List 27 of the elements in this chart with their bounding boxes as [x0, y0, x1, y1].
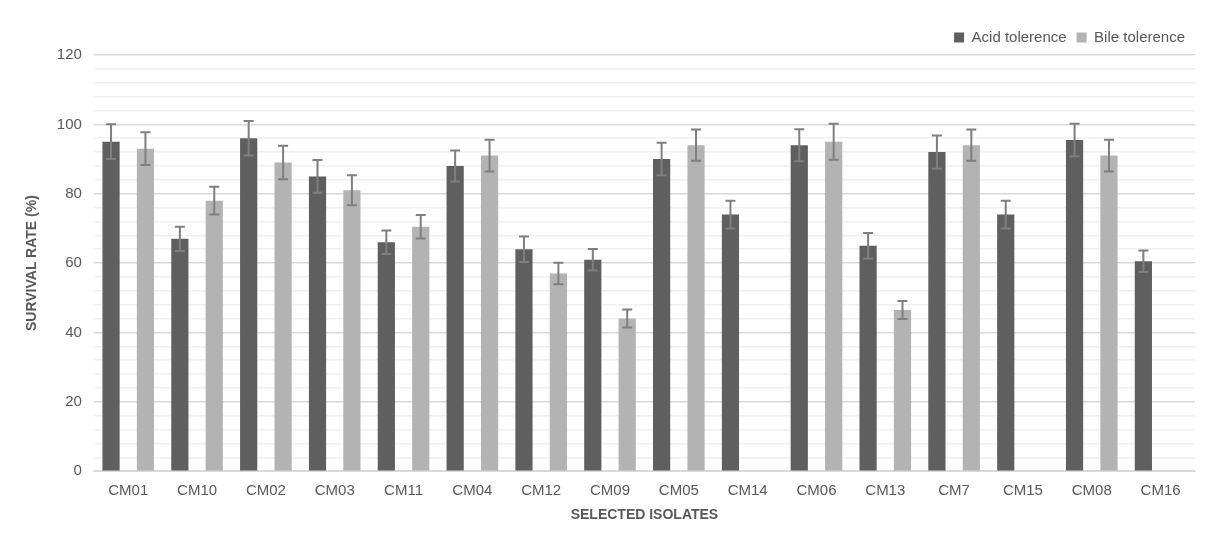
x-tick-label: CM12 — [521, 481, 562, 499]
x-axis-title: SELECTED ISOLATES — [570, 506, 719, 523]
legend-label: Bile tolerence — [1094, 27, 1185, 45]
x-tick-label: CM7 — [938, 481, 970, 499]
x-tick-label: CM08 — [1071, 481, 1112, 499]
legend-label: Acid tolerence — [971, 27, 1067, 45]
y-axis-title: SURVIVAL RATE (%) — [23, 195, 40, 332]
x-tick-label: CM11 — [384, 481, 423, 499]
y-tick-label: 40 — [65, 322, 82, 340]
x-tick-label: CM10 — [177, 481, 218, 499]
x-tick-label: CM01 — [108, 481, 149, 499]
x-tick-label: CM03 — [314, 481, 355, 499]
y-tick-label: 120 — [56, 45, 82, 63]
y-tick-label: 60 — [65, 253, 82, 271]
x-tick-label: CM09 — [589, 481, 631, 499]
x-tick-label: CM14 — [727, 481, 768, 499]
x-tick-label: CM13 — [865, 481, 906, 499]
y-tick-label: 80 — [65, 183, 82, 201]
y-tick-label: 0 — [73, 461, 82, 479]
x-tick-label: CM06 — [796, 481, 837, 499]
x-tick-label: CM04 — [452, 481, 493, 499]
y-tick-label: 20 — [65, 391, 82, 409]
x-tick-label: CM02 — [245, 481, 286, 499]
x-tick-label: CM05 — [658, 481, 699, 499]
x-tick-label: CM15 — [1002, 481, 1043, 499]
x-tick-label: CM16 — [1140, 481, 1181, 499]
y-tick-label: 100 — [56, 114, 82, 132]
